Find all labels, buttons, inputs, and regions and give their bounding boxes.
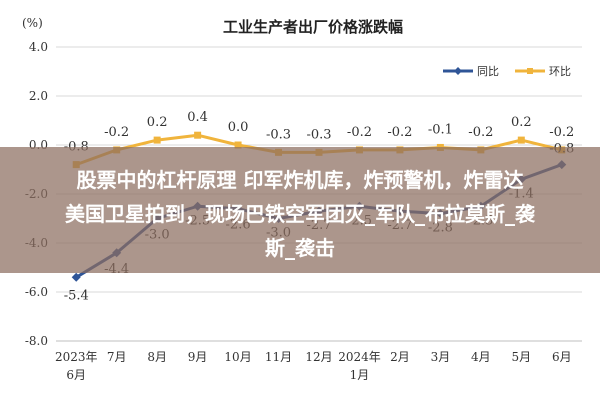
y-tick-label: 2.0 [29,89,48,103]
x-tick-label: 2023年 6月 [55,350,98,382]
data-label: 0.2 [147,115,168,130]
overlay-banner[interactable]: 股票中的杠杆原理 印军炸机库，炸预警机，炸雷达 美国卫星拍到，现场巴铁空军团灭_… [0,147,600,273]
data-label: -5.4 [64,288,89,303]
data-label: -0.3 [306,127,331,142]
x-tick-label: 10月 [224,350,251,364]
overlay-line-2: 美国卫星拍到，现场巴铁空军团灭_军队_布拉莫斯_袭 [65,202,535,226]
x-tick-label: 2024年 1月 [338,350,381,382]
legend-swatch-marker [527,68,533,74]
data-label: -0.2 [104,125,129,140]
x-tick-label: 11月 [265,350,292,364]
y-tick-label: -6.0 [25,285,48,299]
x-tick-label: 12月 [305,350,332,364]
data-point [153,136,161,144]
data-point [517,136,525,144]
data-label: 0.0 [228,120,249,135]
data-label: -0.2 [468,125,493,140]
data-label: -0.2 [549,125,574,140]
x-tick-label: 2月 [390,350,410,364]
x-tick-label: 3月 [431,350,451,364]
x-tick-label: 8月 [147,350,167,364]
data-label: -0.3 [266,127,291,142]
legend-label: 环比 [549,65,571,78]
y-tick-label: -8.0 [25,334,48,348]
legend-label: 同比 [477,65,499,78]
data-point [194,131,202,139]
x-tick-label: 5月 [511,350,531,364]
data-label: -0.2 [387,125,412,140]
chart-title: 工业生产者出厂价格涨跌幅 [223,18,403,36]
data-label: -0.1 [428,122,453,137]
y-tick-label: 4.0 [29,40,48,54]
overlay-line-3: 斯_袭击 [265,236,335,260]
y-unit-label: (%) [22,16,43,30]
x-tick-label: 6月 [552,350,572,364]
overlay-line-1: 股票中的杠杆原理 印军炸机库，炸预警机，炸雷达 [76,168,524,192]
data-label: 0.2 [511,115,532,130]
x-axis-ticks: 2023年 6月 7月 8月 9月 10月 11月 12月 2024年 1月 2月 3月 4月 5月 6月 [55,350,572,382]
data-point [234,141,242,149]
x-tick-label: 4月 [471,350,491,364]
data-label: 0.4 [187,110,208,125]
data-label: -0.2 [347,125,372,140]
legend-swatch-marker [454,67,462,75]
x-tick-label: 7月 [107,350,127,364]
x-tick-label: 9月 [188,350,208,364]
data-point [71,272,81,282]
grid [56,46,582,342]
legend: 同比 环比 [443,65,571,78]
